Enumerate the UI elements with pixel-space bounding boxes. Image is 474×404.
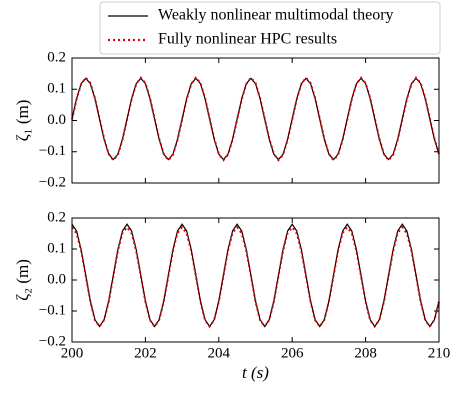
y-tick-label: −0.1 — [39, 143, 66, 159]
x-tick-label: 202 — [134, 345, 157, 361]
y-tick-label: 0.0 — [47, 271, 66, 287]
x-tick-label: 208 — [354, 345, 377, 361]
y-tick-label: −0.2 — [39, 333, 66, 349]
axes-frame — [71, 57, 440, 184]
legend-box — [99, 1, 441, 55]
y-tick-label: −0.1 — [39, 302, 66, 318]
y-axis-label: ζ₂ (m) — [13, 259, 32, 301]
x-tick-label: 204 — [208, 345, 231, 361]
legend-label: Fully nonlinear HPC results — [158, 31, 337, 48]
series-line — [71, 225, 440, 329]
series-line — [71, 76, 440, 162]
y-tick-label: 0.2 — [47, 209, 66, 225]
y-tick-label: 0.1 — [47, 240, 66, 256]
axes-frame — [71, 217, 440, 343]
series-line — [71, 223, 440, 328]
x-tick-label: 200 — [61, 345, 84, 361]
y-tick-label: 0.2 — [47, 49, 66, 65]
y-axis-label: ζ₁ (m) — [13, 100, 32, 142]
y-tick-label: 0.1 — [47, 81, 66, 97]
y-tick-label: 0.0 — [47, 112, 66, 128]
legend-label: Weakly nonlinear multimodal theory — [158, 7, 394, 24]
y-tick-label: −0.2 — [39, 174, 66, 190]
x-axis-label: t (s) — [242, 363, 269, 382]
x-tick-label: 210 — [428, 345, 451, 361]
x-tick-label: 206 — [281, 345, 304, 361]
